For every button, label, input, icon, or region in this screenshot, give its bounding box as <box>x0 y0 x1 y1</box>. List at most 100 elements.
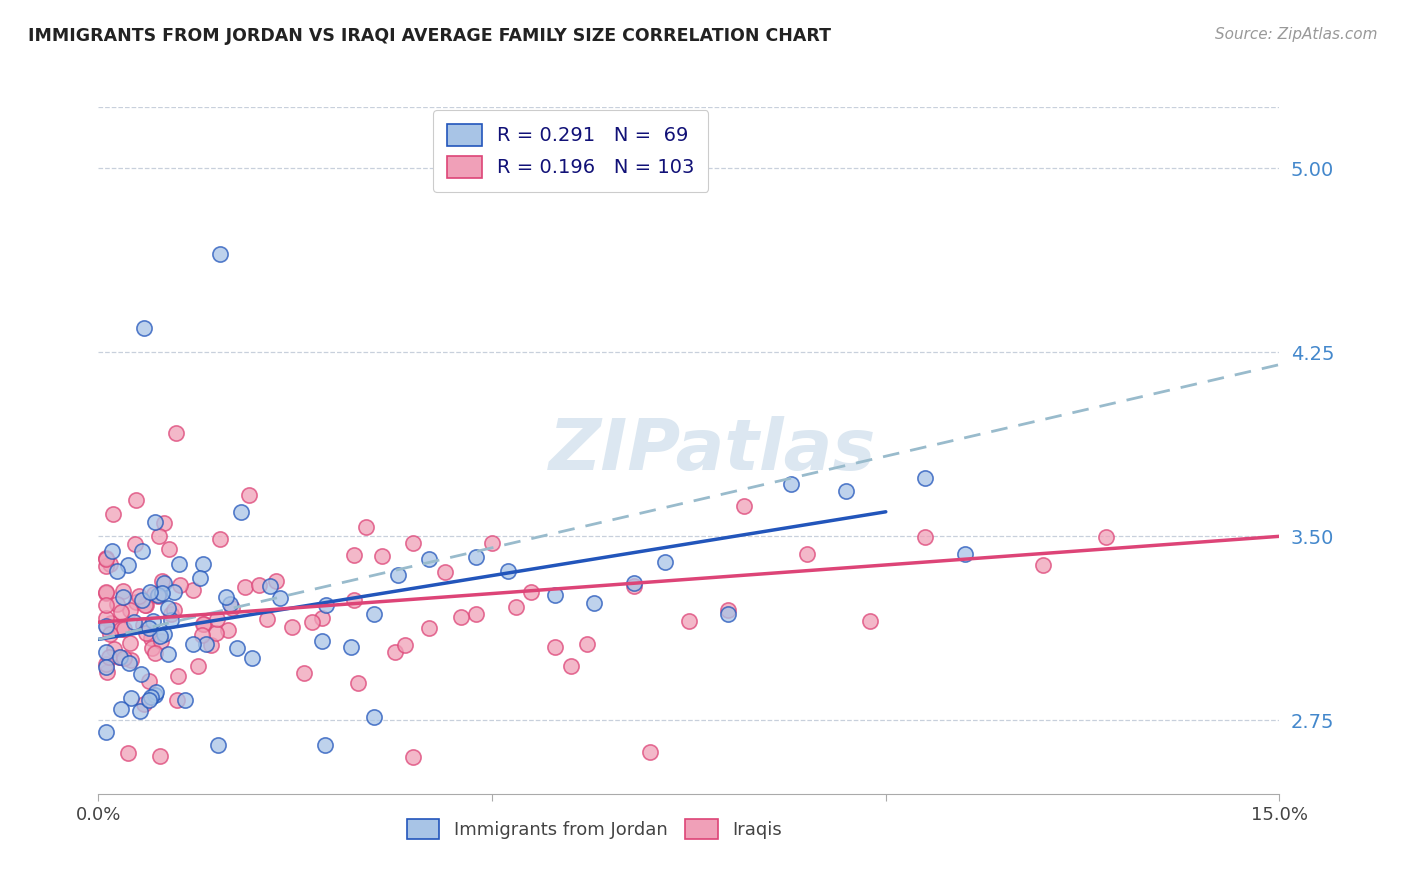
Point <box>384 645 406 659</box>
Point <box>112 651 135 665</box>
Point <box>363 607 385 622</box>
Point <box>315 598 337 612</box>
Point <box>583 596 606 610</box>
Point <box>166 692 188 706</box>
Point <box>418 621 440 635</box>
Point <box>914 530 936 544</box>
Point <box>124 536 146 550</box>
Point <box>780 477 803 491</box>
Point <box>264 574 287 588</box>
Point <box>96 599 118 613</box>
Point <box>233 580 256 594</box>
Point <box>200 638 222 652</box>
Point <box>165 426 187 441</box>
Point <box>914 471 936 485</box>
Point <box>142 614 165 628</box>
Point <box>496 564 519 578</box>
Point <box>575 637 598 651</box>
Point <box>623 579 645 593</box>
Point <box>141 631 163 645</box>
Point <box>418 551 440 566</box>
Point <box>166 669 188 683</box>
Point <box>120 636 142 650</box>
Point <box>149 749 172 764</box>
Point <box>157 541 180 556</box>
Point <box>107 649 129 664</box>
Point <box>131 667 153 681</box>
Point <box>208 247 231 261</box>
Point <box>120 653 142 667</box>
Point <box>733 499 755 513</box>
Point <box>240 650 263 665</box>
Text: Source: ZipAtlas.com: Source: ZipAtlas.com <box>1215 27 1378 42</box>
Point <box>259 579 281 593</box>
Point <box>225 640 247 655</box>
Point <box>387 568 409 582</box>
Point <box>544 588 567 602</box>
Point <box>174 693 197 707</box>
Point <box>169 578 191 592</box>
Point <box>560 659 582 673</box>
Point <box>160 607 183 622</box>
Point <box>110 702 132 716</box>
Point <box>117 746 139 760</box>
Point <box>505 600 527 615</box>
Point <box>135 598 157 612</box>
Point <box>96 660 118 674</box>
Text: ZIPatlas: ZIPatlas <box>548 416 876 485</box>
Point <box>465 549 488 564</box>
Point <box>131 544 153 558</box>
Point <box>301 615 323 629</box>
Point <box>717 602 740 616</box>
Point <box>112 622 135 636</box>
Point <box>98 557 121 571</box>
Point <box>148 589 170 603</box>
Point <box>157 647 180 661</box>
Point <box>363 710 385 724</box>
Point <box>953 547 976 561</box>
Point <box>128 589 150 603</box>
Point <box>96 645 118 659</box>
Point <box>112 590 135 604</box>
Point <box>111 584 134 599</box>
Point <box>110 622 132 636</box>
Point <box>311 611 333 625</box>
Point <box>143 587 166 601</box>
Point <box>139 584 162 599</box>
Point <box>122 615 145 629</box>
Point <box>215 591 238 605</box>
Text: IMMIGRANTS FROM JORDAN VS IRAQI AVERAGE FAMILY SIZE CORRELATION CHART: IMMIGRANTS FROM JORDAN VS IRAQI AVERAGE … <box>28 27 831 45</box>
Point <box>402 535 425 549</box>
Point <box>311 634 333 648</box>
Point <box>97 649 120 664</box>
Point <box>354 520 377 534</box>
Point <box>191 628 214 642</box>
Point <box>138 693 160 707</box>
Point <box>145 515 167 529</box>
Point <box>347 676 370 690</box>
Point <box>157 601 180 615</box>
Point <box>131 593 153 607</box>
Point <box>221 601 243 615</box>
Point <box>98 627 121 641</box>
Point <box>162 584 184 599</box>
Point <box>205 612 228 626</box>
Point <box>108 650 131 665</box>
Point <box>96 586 118 600</box>
Point <box>187 659 209 673</box>
Point <box>194 637 217 651</box>
Point <box>118 603 141 617</box>
Point <box>193 616 215 631</box>
Point <box>149 629 172 643</box>
Point <box>1095 531 1118 545</box>
Point <box>394 638 416 652</box>
Point <box>181 582 204 597</box>
Point <box>138 674 160 689</box>
Point <box>191 557 214 571</box>
Point <box>191 616 214 631</box>
Point <box>281 620 304 634</box>
Point <box>96 585 118 599</box>
Point <box>132 321 155 335</box>
Point <box>160 613 183 627</box>
Point <box>105 597 128 611</box>
